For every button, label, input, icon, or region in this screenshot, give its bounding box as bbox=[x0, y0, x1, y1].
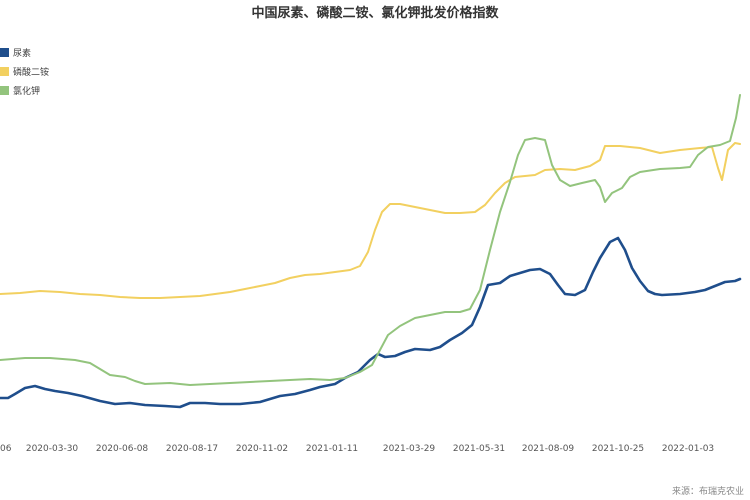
series-line-2 bbox=[0, 94, 741, 386]
legend-label: 磷酸二铵 bbox=[13, 66, 49, 78]
legend-label: 氯化钾 bbox=[13, 85, 40, 97]
x-tick-label: 2020-06-08 bbox=[96, 444, 149, 454]
legend-swatch bbox=[0, 67, 9, 76]
legend-swatch bbox=[0, 86, 9, 95]
x-tick-label: 2021-01-11 bbox=[306, 444, 358, 454]
x-tick-label: 2021-10-25 bbox=[592, 444, 644, 454]
x-tick-label: 2021-08-09 bbox=[522, 444, 575, 454]
legend-swatch bbox=[0, 48, 9, 57]
x-tick-label: 2021-03-29 bbox=[383, 444, 436, 454]
x-tick-label: 2022-01-03 bbox=[662, 444, 714, 454]
x-tick-label: 2021-05-31 bbox=[453, 444, 505, 454]
series-line-1 bbox=[0, 142, 741, 299]
series-layer bbox=[0, 94, 742, 409]
chart-title: 中国尿素、磷酸二铵、氯化钾批发价格指数 bbox=[251, 5, 499, 21]
source-note: 来源：布瑞克农业 bbox=[672, 485, 744, 497]
legend-label: 尿素 bbox=[13, 47, 31, 59]
x-tick-label: 06 bbox=[0, 444, 12, 454]
x-tick-label: 2020-08-17 bbox=[166, 444, 218, 454]
x-tick-label: 2020-03-30 bbox=[26, 444, 79, 454]
x-axis: 06 2020-03-30 2020-06-08 2020-08-17 2020-11-… bbox=[0, 444, 714, 454]
x-tick-label: 2020-11-02 bbox=[236, 444, 288, 454]
series-line-0 bbox=[0, 236, 742, 409]
